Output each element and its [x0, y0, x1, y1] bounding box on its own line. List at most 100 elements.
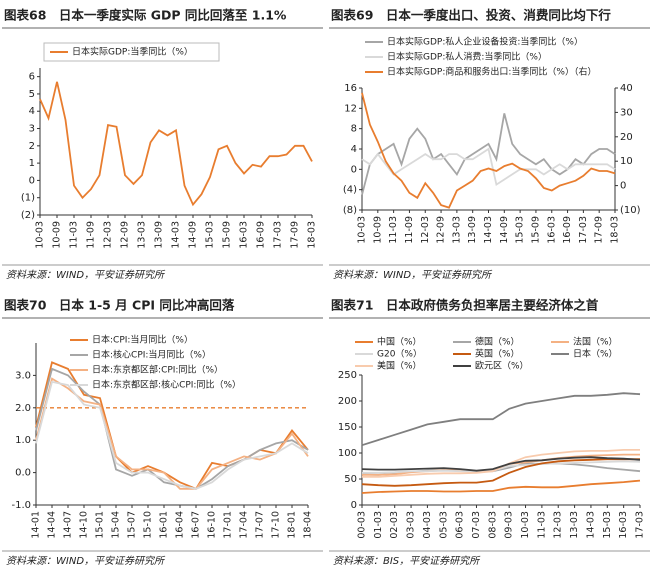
- source-note: 资料来源：WIND，平安证券研究所: [6, 269, 166, 281]
- legend-label: 日本实际GDP:私人消费:当季同比（%）: [387, 51, 547, 63]
- x-tick-label: 18-04: [303, 511, 314, 539]
- x-tick-label: 14-01: [31, 511, 42, 539]
- x-tick-label: 11-03: [536, 511, 547, 539]
- x-tick-label: 13-09: [154, 221, 165, 249]
- x-tick-label: 10-03: [357, 216, 368, 244]
- legend-label: 日本:东京都区部:核心CPI:同比（%）: [92, 379, 241, 391]
- y-tick-label: (4): [343, 185, 357, 196]
- x-tick-label: 14-03: [171, 221, 182, 249]
- x-tick-label: 15-01: [95, 511, 106, 539]
- x-tick-label: 15-07: [127, 511, 138, 539]
- y-tick-label: 1.0: [15, 435, 31, 446]
- y-tick-label: 8: [351, 124, 357, 135]
- y-tick-label: (8): [343, 205, 357, 216]
- x-tick-label: 16-03: [239, 221, 250, 249]
- x-tick-label: 09-03: [504, 511, 515, 539]
- x-tick-label: 12-09: [120, 221, 131, 249]
- x-tick-label: 17-03: [635, 511, 646, 539]
- series-line: [361, 147, 616, 187]
- y-tick-label: 50: [344, 474, 357, 485]
- x-tick-label: 10-03: [520, 511, 531, 539]
- x-tick-label: 17-09: [594, 216, 605, 244]
- source-note: 资料来源：WIND，平安证券研究所: [6, 555, 166, 567]
- x-tick-label: 16-03: [546, 216, 557, 244]
- x-tick-label: 10-03: [35, 221, 46, 249]
- y-tick-label: 3: [29, 124, 35, 135]
- legend-label: G20（%）: [377, 349, 422, 360]
- legend-label: 日本（%）: [573, 348, 618, 360]
- series-line: [35, 377, 309, 490]
- series-line: [361, 479, 641, 494]
- x-tick-label: 14-09: [188, 221, 199, 249]
- x-tick-label: 17-03: [578, 216, 589, 244]
- x-tick-label: 04-03: [422, 511, 433, 539]
- series-line: [361, 113, 616, 196]
- x-tick-label: 08-03: [487, 511, 498, 539]
- legend-label: 日本实际GDP:商品和服务出口:当季同比（%）（右）: [387, 66, 596, 78]
- y-tick-label: 16: [344, 83, 357, 94]
- y-tick-label: 6: [29, 72, 35, 83]
- y2-tick-label: (10): [620, 205, 641, 216]
- x-tick-label: 07-03: [471, 511, 482, 539]
- legend-label: 法国（%）: [573, 336, 618, 348]
- x-tick-label: 18-03: [307, 221, 318, 249]
- legend-label: 德国（%）: [475, 336, 520, 348]
- y2-tick-label: 30: [620, 107, 633, 118]
- y-tick-label: 5: [29, 89, 35, 100]
- y-tick-label: 2.0: [15, 403, 31, 414]
- x-tick-label: 15-09: [530, 216, 541, 244]
- x-tick-label: 10-09: [372, 216, 383, 244]
- series-line: [361, 458, 640, 487]
- x-tick-label: 13-03: [569, 511, 580, 539]
- x-tick-label: 16-09: [256, 221, 267, 249]
- x-tick-label: 17-01: [223, 511, 234, 539]
- x-tick-label: 15-03: [602, 511, 613, 539]
- series-line: [361, 92, 616, 209]
- x-tick-label: 10-09: [52, 221, 63, 249]
- panel-title: 图表70 日本 1-5 月 CPI 同比冲高回落: [4, 298, 235, 313]
- legend-label: 欧元区（%）: [475, 360, 529, 372]
- legend-label: 中国（%）: [377, 336, 422, 348]
- x-tick-label: 15-09: [222, 221, 233, 249]
- x-tick-label: 14-07: [63, 511, 74, 539]
- x-tick-label: 11-09: [404, 216, 415, 244]
- panel-title: 图表71 日本政府债务负担率居主要经济体之首: [331, 298, 599, 313]
- x-tick-label: 14-04: [47, 511, 58, 539]
- x-tick-label: 14-10: [79, 511, 90, 539]
- y-tick-label: 100: [338, 448, 357, 459]
- series-line: [35, 367, 309, 490]
- x-tick-label: 12-03: [420, 216, 431, 244]
- y-tick-label: 4: [29, 106, 35, 117]
- x-tick-label: 13-03: [451, 216, 462, 244]
- series-line: [362, 460, 641, 474]
- y2-tick-label: 0: [620, 181, 626, 192]
- x-tick-label: 18-03: [610, 216, 621, 244]
- legend-label: 日本:东京都区部:CPI:同比（%）: [92, 364, 223, 376]
- x-tick-label: 15-04: [111, 511, 122, 539]
- y-tick-label: 0: [351, 500, 357, 511]
- y-tick-label: 12: [344, 103, 357, 114]
- legend-label: 日本:核心CPI:当月同比（%）: [92, 349, 211, 361]
- x-tick-label: 00-03: [357, 511, 368, 539]
- x-tick-label: 15-03: [205, 221, 216, 249]
- x-tick-label: 16-01: [159, 511, 170, 539]
- x-tick-label: 16-09: [562, 216, 573, 244]
- x-tick-label: 16-10: [207, 511, 218, 539]
- x-tick-label: 14-03: [585, 511, 596, 539]
- y-tick-label: 3.0: [15, 370, 31, 381]
- x-tick-label: 11-09: [86, 221, 97, 249]
- y-tick-label: 0.0: [15, 468, 31, 479]
- x-tick-label: 14-03: [483, 216, 494, 244]
- legend-box: [43, 42, 220, 62]
- y-tick-label: 0: [29, 175, 35, 186]
- panel-title: 图表68 日本一季度实际 GDP 同比回落至 1.1%: [4, 8, 287, 23]
- source-note: 资料来源：WIND，平安证券研究所: [333, 269, 493, 281]
- y-tick-label: 200: [338, 396, 357, 407]
- x-tick-label: 11-03: [69, 221, 80, 249]
- x-tick-label: 16-03: [618, 511, 629, 539]
- y2-tick-label: 40: [620, 83, 633, 94]
- x-tick-label: 16-04: [175, 511, 186, 539]
- x-tick-label: 15-03: [515, 216, 526, 244]
- x-tick-label: 13-03: [137, 221, 148, 249]
